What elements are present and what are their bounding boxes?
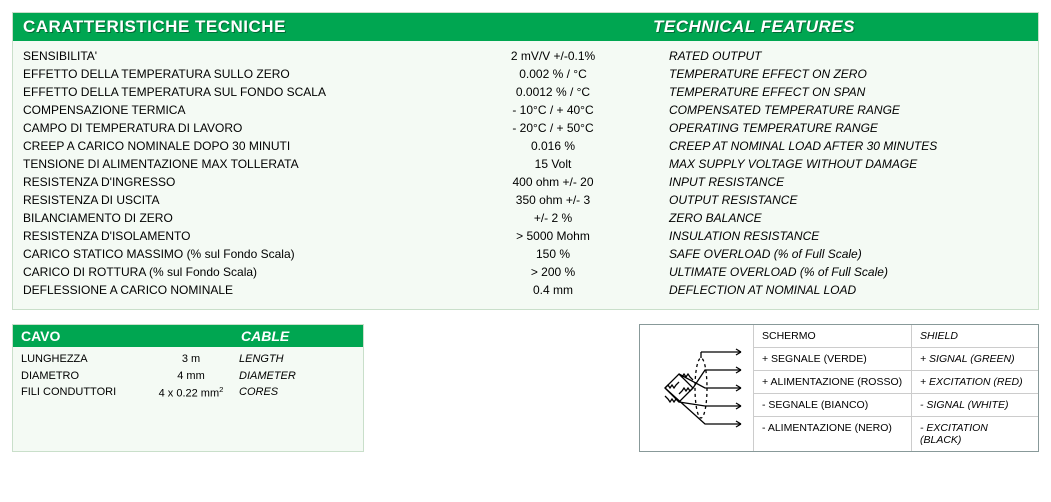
tech-row: CARICO DI ROTTURA (% sul Fondo Scala)> 2… xyxy=(23,263,1028,281)
tech-label-en: OUTPUT RESISTANCE xyxy=(643,191,1028,209)
wiring-row: + ALIMENTAZIONE (ROSSO)+ EXCITATION (RED… xyxy=(754,371,1038,394)
technical-features-panel: CARATTERISTICHE TECNICHE TECHNICAL FEATU… xyxy=(12,12,1039,310)
tech-label-en: SAFE OVERLOAD (% of Full Scale) xyxy=(643,245,1028,263)
tech-label-it: CAMPO DI TEMPERATURA DI LAVORO xyxy=(23,119,463,137)
wiring-it: + SEGNALE (VERDE) xyxy=(754,348,912,370)
wiring-row: - ALIMENTAZIONE (NERO)- EXCITATION (BLAC… xyxy=(754,417,1038,451)
cable-value: 3 m xyxy=(143,351,239,368)
wiring-diagram-icon xyxy=(640,325,754,451)
cable-row: LUNGHEZZA3 mLENGTH xyxy=(21,351,355,368)
tech-header-it: CARATTERISTICHE TECNICHE xyxy=(23,17,653,37)
tech-row: CREEP A CARICO NOMINALE DOPO 30 MINUTI0.… xyxy=(23,137,1028,155)
cable-header-en: CABLE xyxy=(241,328,355,344)
wiring-it: - ALIMENTAZIONE (NERO) xyxy=(754,417,912,451)
wiring-it: SCHERMO xyxy=(754,325,912,347)
tech-value: - 20°C / + 50°C xyxy=(463,119,643,137)
wiring-panel: SCHERMOSHIELD + SEGNALE (VERDE)+ SIGNAL … xyxy=(639,324,1039,452)
tech-label-en: TEMPERATURE EFFECT ON ZERO xyxy=(643,65,1028,83)
tech-label-en: OPERATING TEMPERATURE RANGE xyxy=(643,119,1028,137)
wiring-row: SCHERMOSHIELD xyxy=(754,325,1038,348)
tech-row: DEFLESSIONE A CARICO NOMINALE0.4 mmDEFLE… xyxy=(23,281,1028,299)
cable-label-en: DIAMETER xyxy=(239,368,355,385)
cable-value: 4 mm xyxy=(143,368,239,385)
tech-label-en: RATED OUTPUT xyxy=(643,47,1028,65)
tech-value: 350 ohm +/- 3 xyxy=(463,191,643,209)
tech-label-it: CARICO STATICO MASSIMO (% sul Fondo Scal… xyxy=(23,245,463,263)
technical-features-header: CARATTERISTICHE TECNICHE TECHNICAL FEATU… xyxy=(13,13,1038,41)
tech-body: SENSIBILITA'2 mV/V +/-0.1%RATED OUTPUT E… xyxy=(13,41,1038,309)
tech-value: > 5000 Mohm xyxy=(463,227,643,245)
wiring-en: - EXCITATION (BLACK) xyxy=(912,417,1038,451)
tech-label-it: COMPENSAZIONE TERMICA xyxy=(23,101,463,119)
tech-value: - 10°C / + 40°C xyxy=(463,101,643,119)
tech-row: EFFETTO DELLA TEMPERATURA SUL FONDO SCAL… xyxy=(23,83,1028,101)
tech-row: CAMPO DI TEMPERATURA DI LAVORO- 20°C / +… xyxy=(23,119,1028,137)
wiring-table: SCHERMOSHIELD + SEGNALE (VERDE)+ SIGNAL … xyxy=(754,325,1038,451)
tech-row: TENSIONE DI ALIMENTAZIONE MAX TOLLERATA1… xyxy=(23,155,1028,173)
wiring-it: - SEGNALE (BIANCO) xyxy=(754,394,912,416)
cable-label-en: CORES xyxy=(239,384,355,402)
tech-row: RESISTENZA D'ISOLAMENTO> 5000 MohmINSULA… xyxy=(23,227,1028,245)
tech-label-it: CREEP A CARICO NOMINALE DOPO 30 MINUTI xyxy=(23,137,463,155)
tech-value: 400 ohm +/- 20 xyxy=(463,173,643,191)
wiring-en: - SIGNAL (WHITE) xyxy=(912,394,1038,416)
wiring-row: - SEGNALE (BIANCO)- SIGNAL (WHITE) xyxy=(754,394,1038,417)
wiring-en: + SIGNAL (GREEN) xyxy=(912,348,1038,370)
tech-row: SENSIBILITA'2 mV/V +/-0.1%RATED OUTPUT xyxy=(23,47,1028,65)
tech-label-it: RESISTENZA DI USCITA xyxy=(23,191,463,209)
tech-label-it: BILANCIAMENTO DI ZERO xyxy=(23,209,463,227)
cable-label-it: LUNGHEZZA xyxy=(21,351,143,368)
tech-label-en: DEFLECTION AT NOMINAL LOAD xyxy=(643,281,1028,299)
tech-header-en: TECHNICAL FEATURES xyxy=(653,17,1028,37)
cable-panel: CAVO CABLE LUNGHEZZA3 mLENGTH DIAMETRO4 … xyxy=(12,324,364,452)
tech-label-it: RESISTENZA D'INGRESSO xyxy=(23,173,463,191)
tech-row: RESISTENZA DI USCITA350 ohm +/- 3OUTPUT … xyxy=(23,191,1028,209)
tech-label-en: ZERO BALANCE xyxy=(643,209,1028,227)
cable-header: CAVO CABLE xyxy=(13,325,363,347)
tech-label-en: CREEP AT NOMINAL LOAD AFTER 30 MINUTES xyxy=(643,137,1028,155)
wiring-row: + SEGNALE (VERDE)+ SIGNAL (GREEN) xyxy=(754,348,1038,371)
cable-body: LUNGHEZZA3 mLENGTH DIAMETRO4 mmDIAMETER … xyxy=(13,347,363,410)
tech-value: +/- 2 % xyxy=(463,209,643,227)
cable-label-it: DIAMETRO xyxy=(21,368,143,385)
tech-value: 2 mV/V +/-0.1% xyxy=(463,47,643,65)
tech-value: > 200 % xyxy=(463,263,643,281)
tech-label-en: TEMPERATURE EFFECT ON SPAN xyxy=(643,83,1028,101)
tech-label-en: INPUT RESISTANCE xyxy=(643,173,1028,191)
cable-value: 4 x 0.22 mm2 xyxy=(143,384,239,402)
tech-value: 0.4 mm xyxy=(463,281,643,299)
tech-row: CARICO STATICO MASSIMO (% sul Fondo Scal… xyxy=(23,245,1028,263)
tech-value: 150 % xyxy=(463,245,643,263)
tech-value: 15 Volt xyxy=(463,155,643,173)
tech-label-it: CARICO DI ROTTURA (% sul Fondo Scala) xyxy=(23,263,463,281)
tech-label-en: COMPENSATED TEMPERATURE RANGE xyxy=(643,101,1028,119)
tech-label-it: SENSIBILITA' xyxy=(23,47,463,65)
tech-row: EFFETTO DELLA TEMPERATURA SULLO ZERO0.00… xyxy=(23,65,1028,83)
cable-row: FILI CONDUTTORI4 x 0.22 mm2CORES xyxy=(21,384,355,402)
tech-value: 0.016 % xyxy=(463,137,643,155)
tech-label-en: ULTIMATE OVERLOAD (% of Full Scale) xyxy=(643,263,1028,281)
cable-header-it: CAVO xyxy=(21,328,241,344)
tech-value: 0.0012 % / °C xyxy=(463,83,643,101)
tech-row: COMPENSAZIONE TERMICA- 10°C / + 40°CCOMP… xyxy=(23,101,1028,119)
wiring-en: SHIELD xyxy=(912,325,1038,347)
tech-label-it: EFFETTO DELLA TEMPERATURA SUL FONDO SCAL… xyxy=(23,83,463,101)
tech-value: 0.002 % / °C xyxy=(463,65,643,83)
tech-row: BILANCIAMENTO DI ZERO+/- 2 %ZERO BALANCE xyxy=(23,209,1028,227)
cable-row: DIAMETRO4 mmDIAMETER xyxy=(21,368,355,385)
lower-row: CAVO CABLE LUNGHEZZA3 mLENGTH DIAMETRO4 … xyxy=(12,324,1039,452)
cable-label-en: LENGTH xyxy=(239,351,355,368)
tech-label-it: EFFETTO DELLA TEMPERATURA SULLO ZERO xyxy=(23,65,463,83)
tech-label-it: RESISTENZA D'ISOLAMENTO xyxy=(23,227,463,245)
tech-label-en: MAX SUPPLY VOLTAGE WITHOUT DAMAGE xyxy=(643,155,1028,173)
tech-label-en: INSULATION RESISTANCE xyxy=(643,227,1028,245)
tech-row: RESISTENZA D'INGRESSO400 ohm +/- 20INPUT… xyxy=(23,173,1028,191)
tech-label-it: TENSIONE DI ALIMENTAZIONE MAX TOLLERATA xyxy=(23,155,463,173)
wiring-en: + EXCITATION (RED) xyxy=(912,371,1038,393)
tech-label-it: DEFLESSIONE A CARICO NOMINALE xyxy=(23,281,463,299)
wiring-it: + ALIMENTAZIONE (ROSSO) xyxy=(754,371,912,393)
cable-label-it: FILI CONDUTTORI xyxy=(21,384,143,402)
